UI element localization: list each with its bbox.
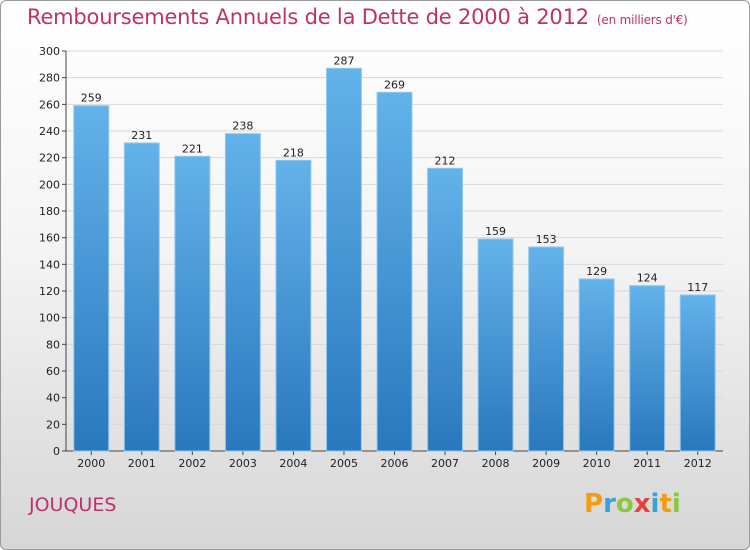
x-tick-label: 2000 [77,457,105,470]
chart-subtitle: (en milliers d'€) [596,13,688,27]
logo-letter: P [584,489,604,519]
bar-2001 [123,142,160,452]
bar-2009 [528,246,565,452]
town-name: JOUQUES [29,494,117,516]
labels: 259 2000 231 2001 221 2002 238 2003 218 2004 287 20… [77,54,711,470]
data-label: 269 [384,78,405,91]
data-label: 159 [485,225,506,238]
data-label: 231 [131,129,152,142]
y-tick-label: 140 [39,258,60,271]
chart-title-text: Remboursements Annuels de la Dette de 20… [27,5,589,29]
bar-2008 [477,238,514,452]
y-tick-label: 180 [39,205,60,218]
data-label: 218 [283,146,304,159]
x-tick-label: 2008 [482,457,510,470]
y-tick-label: 280 [39,72,60,85]
data-label: 259 [81,92,102,105]
data-label: 238 [232,120,253,133]
x-tick-label: 2001 [128,457,156,470]
bar-2010 [578,278,615,452]
logo-letter: r [603,489,616,519]
y-tick-label: 260 [39,98,60,111]
data-label: 124 [637,272,658,285]
bar-2003 [224,133,261,452]
chart-title: Remboursements Annuels de la Dette de 20… [27,5,688,29]
bar-2007 [427,167,463,452]
logo-letter: o [615,489,634,519]
y-tick-label: 200 [39,178,60,191]
y-tick-label: 120 [39,285,60,298]
logo-letter: t [659,489,672,519]
x-tick-label: 2007 [431,457,459,470]
x-tick-label: 2012 [684,457,712,470]
y-tick-label: 40 [46,392,60,405]
logo-letter: i [671,489,681,519]
logo-letter: i [650,489,660,519]
data-label: 212 [435,154,456,167]
bar-2004 [275,159,312,452]
logo-letter: x [633,489,651,519]
y-tick-label: 220 [39,152,60,165]
bars [73,67,716,452]
y-tick-label: 60 [46,365,60,378]
proxiti-logo: Proxiti [584,489,681,519]
data-label: 129 [586,265,607,278]
x-tick-label: 2002 [178,457,206,470]
x-tick-label: 2010 [583,457,611,470]
bar-2011 [629,285,666,452]
bar-2012 [679,294,716,452]
y-tick-label: 100 [39,312,60,325]
x-tick-label: 2011 [633,457,661,470]
bar-2006 [376,91,413,452]
bar-2002 [174,155,211,452]
y-tick-label: 0 [53,445,60,458]
x-tick-label: 2009 [532,457,560,470]
bar-2005 [326,67,362,452]
data-label: 153 [536,233,557,246]
x-tick-label: 2006 [381,457,409,470]
x-tick-label: 2004 [279,457,307,470]
y-tick-label: 300 [39,45,60,58]
y-tick-label: 20 [46,418,60,431]
x-tick-label: 2003 [229,457,257,470]
y-tick-label: 80 [46,338,60,351]
x-tick-label: 2005 [330,457,358,470]
data-label: 117 [687,281,708,294]
data-label: 287 [333,54,354,67]
bar-2000 [73,105,110,452]
y-tick-label: 240 [39,125,60,138]
data-label: 221 [182,142,203,155]
y-tick-label: 160 [39,232,60,245]
